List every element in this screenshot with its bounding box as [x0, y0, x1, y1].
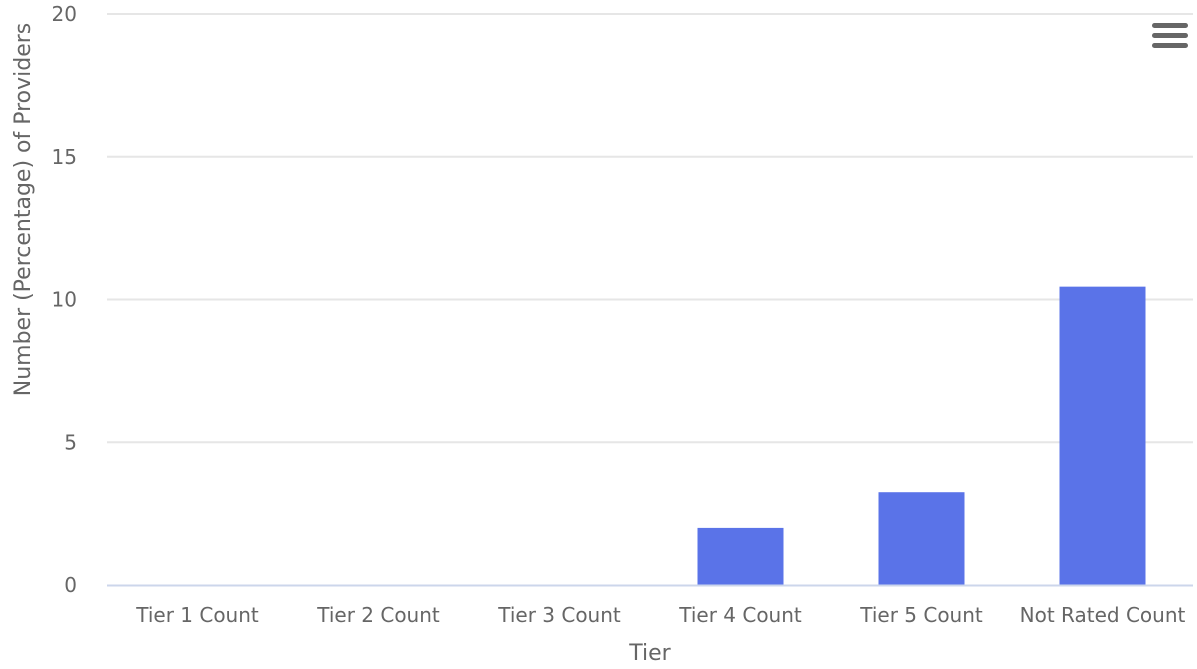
- hamburger-menu-icon[interactable]: [1152, 23, 1188, 53]
- x-tick-label: Tier 5 Count: [859, 603, 983, 627]
- x-axis-title: Tier: [628, 641, 671, 666]
- x-tick-label: Tier 1 Count: [135, 603, 259, 627]
- y-tick-label: 10: [52, 288, 77, 312]
- bar-tier-5-count[interactable]: [878, 492, 965, 585]
- x-axis-tick-labels: Tier 1 Count Tier 2 Count Tier 3 Count Tier…: [135, 603, 1185, 627]
- x-tick-label: Tier 4 Count: [678, 603, 802, 627]
- y-tick-label: 20: [52, 2, 77, 26]
- x-tick-label: Not Rated Count: [1020, 603, 1186, 627]
- menu-bar: [1152, 43, 1188, 48]
- gridlines: [107, 13, 1193, 444]
- y-tick-label: 0: [64, 573, 77, 597]
- bars: [697, 286, 1146, 585]
- menu-bar: [1152, 23, 1188, 28]
- menu-bar: [1152, 33, 1188, 38]
- bar-not-rated-count[interactable]: [1059, 286, 1146, 585]
- y-tick-label: 15: [52, 145, 77, 169]
- x-tick-label: Tier 3 Count: [497, 603, 621, 627]
- x-tick-label: Tier 2 Count: [316, 603, 440, 627]
- y-tick-label: 5: [64, 430, 77, 454]
- y-axis-tick-labels: 0 5 10 15 20: [52, 2, 77, 597]
- y-axis-title: Number (Percentage) of Providers: [11, 23, 36, 397]
- bar-tier-4-count[interactable]: [697, 527, 784, 585]
